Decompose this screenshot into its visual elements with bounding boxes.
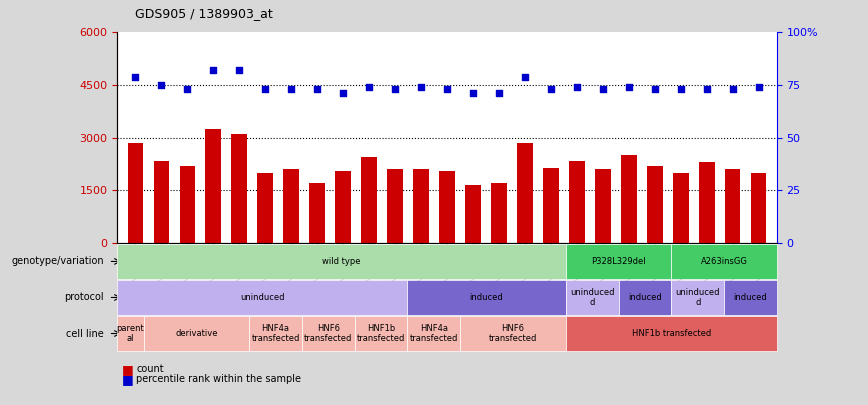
Point bbox=[440, 86, 454, 92]
Point bbox=[700, 86, 713, 92]
Bar bbox=[206, 129, 221, 243]
Point bbox=[207, 67, 220, 74]
Bar bbox=[283, 169, 299, 243]
Point bbox=[570, 84, 584, 90]
Text: HNF6
transfected: HNF6 transfected bbox=[304, 324, 352, 343]
Point bbox=[674, 86, 687, 92]
Bar bbox=[180, 166, 195, 243]
Bar bbox=[128, 143, 143, 243]
Text: parent
al: parent al bbox=[116, 324, 144, 343]
Bar bbox=[751, 173, 766, 243]
Text: percentile rank within the sample: percentile rank within the sample bbox=[136, 375, 301, 384]
Bar bbox=[517, 143, 533, 243]
Point bbox=[492, 90, 506, 97]
Point bbox=[155, 82, 168, 88]
Text: uninduced: uninduced bbox=[240, 293, 285, 302]
Text: ■: ■ bbox=[122, 373, 134, 386]
Bar bbox=[725, 169, 740, 243]
Text: protocol: protocol bbox=[64, 292, 104, 303]
Point bbox=[726, 86, 740, 92]
Bar bbox=[673, 173, 688, 243]
Bar bbox=[569, 160, 585, 243]
Point bbox=[518, 73, 532, 80]
Point bbox=[128, 73, 142, 80]
Text: induced: induced bbox=[470, 293, 503, 302]
Bar bbox=[491, 183, 507, 243]
Text: count: count bbox=[136, 364, 164, 374]
Text: cell line: cell line bbox=[67, 328, 104, 339]
Text: HNF1b
transfected: HNF1b transfected bbox=[357, 324, 405, 343]
Text: derivative: derivative bbox=[175, 329, 218, 338]
Bar bbox=[413, 169, 429, 243]
Point bbox=[388, 86, 402, 92]
Bar bbox=[387, 169, 403, 243]
Bar bbox=[699, 162, 714, 243]
Bar bbox=[335, 171, 351, 243]
Bar bbox=[232, 134, 247, 243]
Point bbox=[310, 86, 324, 92]
Text: A263insGG: A263insGG bbox=[700, 257, 747, 266]
Point bbox=[259, 86, 273, 92]
Bar bbox=[309, 183, 325, 243]
Text: ■: ■ bbox=[122, 363, 134, 376]
Bar bbox=[361, 157, 377, 243]
Text: HNF4a
transfected: HNF4a transfected bbox=[252, 324, 299, 343]
Text: HNF1b transfected: HNF1b transfected bbox=[632, 329, 711, 338]
Bar bbox=[595, 169, 611, 243]
Point bbox=[544, 86, 558, 92]
Bar bbox=[439, 171, 455, 243]
Bar bbox=[621, 155, 636, 243]
Point bbox=[648, 86, 661, 92]
Bar bbox=[258, 173, 273, 243]
Point bbox=[596, 86, 610, 92]
Point bbox=[414, 84, 428, 90]
Text: induced: induced bbox=[733, 293, 767, 302]
Text: HNF6
transfected: HNF6 transfected bbox=[489, 324, 537, 343]
Text: uninduced
d: uninduced d bbox=[675, 288, 720, 307]
Point bbox=[336, 90, 350, 97]
Bar bbox=[465, 185, 481, 243]
Text: genotype/variation: genotype/variation bbox=[11, 256, 104, 266]
Bar bbox=[647, 166, 662, 243]
Text: uninduced
d: uninduced d bbox=[570, 288, 615, 307]
Text: GDS905 / 1389903_at: GDS905 / 1389903_at bbox=[135, 7, 273, 20]
Point bbox=[466, 90, 480, 97]
Text: HNF4a
transfected: HNF4a transfected bbox=[410, 324, 458, 343]
Bar bbox=[543, 168, 559, 243]
Text: P328L329del: P328L329del bbox=[591, 257, 646, 266]
Point bbox=[621, 84, 635, 90]
Point bbox=[752, 84, 766, 90]
Text: induced: induced bbox=[628, 293, 661, 302]
Point bbox=[181, 86, 194, 92]
Text: wild type: wild type bbox=[322, 257, 361, 266]
Bar bbox=[154, 160, 169, 243]
Point bbox=[362, 84, 376, 90]
Point bbox=[284, 86, 298, 92]
Point bbox=[233, 67, 247, 74]
